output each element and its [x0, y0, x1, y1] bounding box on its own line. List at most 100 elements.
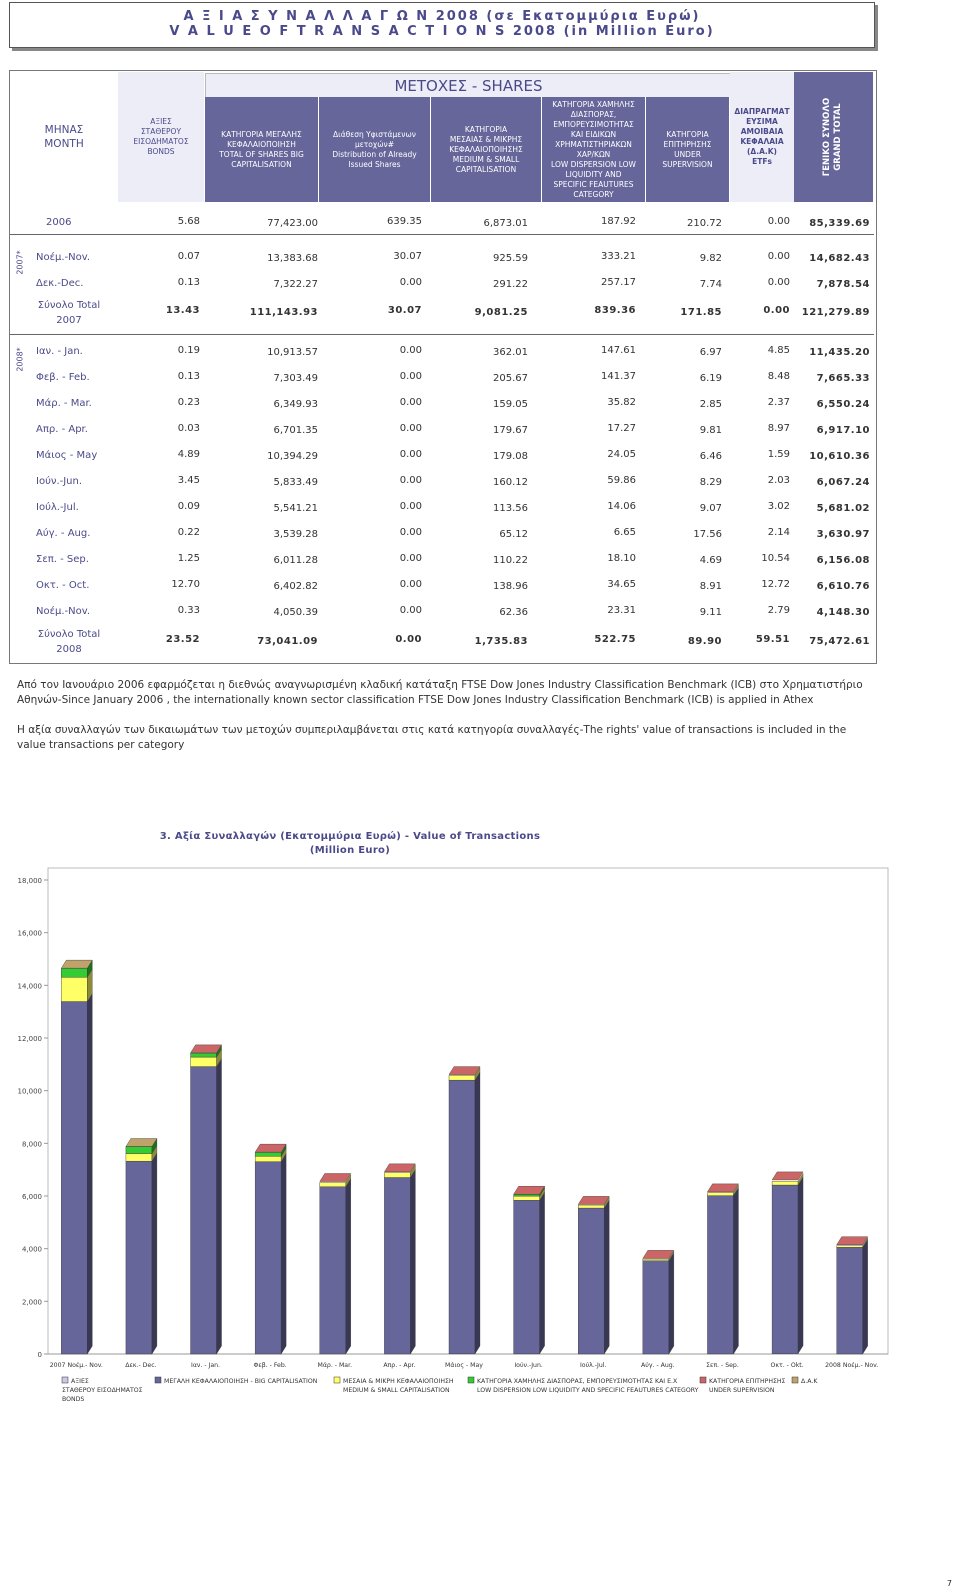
value-cell: 6.97 — [699, 347, 722, 358]
value-cell: 0.13 — [177, 277, 200, 288]
bar-segment-side — [604, 1199, 610, 1355]
bar-segment — [61, 976, 88, 1002]
bar-segment — [125, 1153, 153, 1162]
value-cell: 362.01 — [493, 347, 528, 358]
grand-total-cell: 7,878.54 — [816, 279, 870, 290]
total-row-label: Σύνολο Total 2008 — [37, 629, 101, 655]
y-tick-label: 0 — [38, 1351, 42, 1359]
x-tick-label: Ιούν.-Jun. — [514, 1361, 543, 1369]
value-cell: 1.25 — [177, 553, 200, 564]
x-tick-label: Οκτ. - Okt. — [770, 1362, 803, 1369]
value-cell: 6,701.35 — [273, 425, 318, 436]
x-tick-label: Ιούλ.-Jul. — [580, 1361, 607, 1369]
title-box: Α Ξ Ι Α Σ Υ Ν Α Λ Λ Α Γ Ω Ν 2008 (σε Εκα… — [9, 2, 875, 48]
bar-segment — [319, 1186, 346, 1355]
value-cell: 59.86 — [607, 475, 636, 486]
bar-segment — [513, 1194, 540, 1197]
value-cell: 17.56 — [693, 529, 722, 540]
value-cell: 3.45 — [177, 475, 200, 486]
bar-segment-side — [474, 1071, 481, 1355]
x-tick-label: Μάρ. - Mar. — [317, 1361, 352, 1369]
bar-segment — [61, 1001, 88, 1355]
grand-total-cell: 85,339.69 — [809, 218, 870, 229]
note-icb: Από τον Ιανουάριο 2006 εφαρμόζεται η διε… — [17, 679, 863, 706]
value-cell: 5.68 — [177, 216, 200, 227]
bar-segment-side — [87, 993, 93, 1355]
grand-total-cell: 6,067.24 — [816, 477, 870, 488]
value-cell: 7,303.49 — [273, 373, 318, 384]
value-cell: 89.90 — [687, 636, 722, 647]
legend-label: ΚΑΤΗΓΟΡΙΑ ΕΠΙΤΗΡΗΣΗΣ UNDER SUPERVISION — [709, 1378, 786, 1394]
y-tick-label: 6,000 — [22, 1193, 42, 1201]
legend-label: ΑΞΙΕΣ ΣΤΑΘΕΡΟΥ ΕΙΣΟΔΗΜΑΤΟΣ BONDS — [62, 1378, 143, 1403]
separator — [10, 234, 874, 235]
value-cell: 0.00 — [763, 305, 790, 316]
value-cell: 2.03 — [767, 475, 790, 486]
value-cell: 205.67 — [493, 373, 528, 384]
bar-segment — [642, 1260, 670, 1355]
value-cell: 0.19 — [177, 345, 200, 356]
legend-swatch — [791, 1376, 799, 1384]
row-label: Δεκ.-Dec. — [36, 278, 84, 289]
row-label: Μάρ. - Mar. — [36, 398, 92, 409]
value-cell: 0.00 — [399, 345, 422, 356]
value-cell: 141.37 — [601, 371, 636, 382]
x-tick-label: 2007 Νοέμ.- Nov. — [50, 1361, 103, 1369]
value-cell: 0.00 — [399, 605, 422, 616]
value-cell: 9.11 — [699, 607, 722, 618]
value-cell: 65.12 — [499, 529, 528, 540]
value-cell: 4,050.39 — [273, 607, 318, 618]
value-cell: 4.69 — [699, 555, 722, 566]
bar-segment-side — [862, 1237, 868, 1248]
value-cell: 62.36 — [499, 607, 528, 618]
value-cell: 0.00 — [399, 553, 422, 564]
y-tick-label: 8,000 — [22, 1140, 42, 1148]
row-label: Φεβ. - Feb. — [36, 372, 90, 383]
value-cell: 0.03 — [177, 423, 200, 434]
value-cell: 13.43 — [165, 305, 200, 316]
total-row-label: Σύνολο Total 2007 — [37, 300, 101, 326]
grand-total-cell: 14,682.43 — [809, 253, 870, 264]
value-cell: 3,539.28 — [273, 529, 318, 540]
x-tick-label: Δεκ.- Dec. — [125, 1362, 156, 1369]
grand-total-cell: 6,917.10 — [816, 425, 870, 436]
value-cell: 6,873.01 — [483, 218, 528, 229]
value-cell: 110.22 — [493, 555, 528, 566]
bar-top-cap — [254, 1143, 287, 1153]
legend-swatch — [333, 1376, 341, 1384]
bar-segment-side — [539, 1191, 545, 1355]
bar-top-cap — [60, 959, 93, 969]
value-cell: 0.00 — [399, 579, 422, 590]
value-cell: 179.67 — [493, 425, 528, 436]
value-cell: 10,394.29 — [267, 451, 318, 462]
bar-segment — [513, 1195, 540, 1201]
value-cell: 8.29 — [699, 477, 722, 488]
note-rights: Η αξία συναλλαγών των δικαιωμάτων των με… — [17, 724, 847, 751]
bar-segment — [190, 1056, 217, 1067]
grand-total-cell: 121,279.89 — [801, 307, 870, 318]
value-cell: 0.00 — [399, 449, 422, 460]
value-cell: 77,423.00 — [267, 218, 318, 229]
value-cell: 12.70 — [171, 579, 200, 590]
value-cell: 9.82 — [699, 253, 722, 264]
value-cell: 0.00 — [399, 371, 422, 382]
value-cell: 0.00 — [767, 277, 790, 288]
value-cell: 5,833.49 — [273, 477, 318, 488]
bar-segment-side — [281, 1144, 287, 1157]
value-cell: 839.36 — [594, 305, 636, 316]
y-tick-label: 2,000 — [22, 1298, 42, 1306]
legend-label: ΜΕΣΑΙΑ & ΜΙΚΡΗ ΚΕΦΑΛΑΙΟΠΟΙΗΣΗ MEDIUM & SM… — [343, 1378, 454, 1394]
value-cell: 291.22 — [493, 279, 528, 290]
value-cell: 4.89 — [177, 449, 200, 460]
bar-top-cap — [513, 1186, 545, 1195]
value-cell: 17.27 — [607, 423, 636, 434]
y-tick-label: 14,000 — [18, 982, 43, 990]
bar-top-cap — [577, 1196, 610, 1205]
value-cell: 187.92 — [601, 216, 636, 227]
bar-segment — [384, 1172, 411, 1178]
bar-top-cap — [771, 1171, 804, 1181]
value-cell: 1.59 — [767, 449, 790, 460]
row-label: Μάιος - May — [36, 450, 98, 461]
title-english: V A L U E O F T R A N S A C T I O N S 20… — [169, 24, 715, 39]
value-cell: 30.07 — [393, 251, 422, 262]
